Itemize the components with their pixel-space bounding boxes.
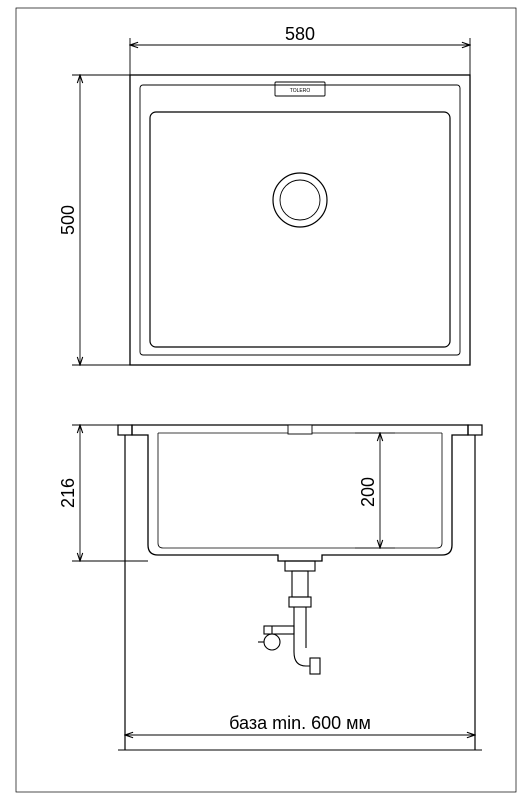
sink-bowl	[150, 112, 450, 347]
dim-bowl-depth: 200	[355, 433, 395, 548]
section-view: 216 200 база min. 600 мм	[58, 425, 482, 750]
sink-section-inner	[158, 433, 442, 548]
page-border	[16, 8, 516, 792]
siphon	[258, 561, 320, 674]
drain-inner	[280, 180, 320, 220]
dim-width-label: 580	[285, 24, 315, 44]
countertop-right	[468, 425, 482, 435]
brand-label: TOLERO	[290, 88, 311, 94]
dim-height-outer-label: 216	[58, 478, 78, 508]
sink-section-outer	[132, 425, 468, 561]
sink-technical-drawing: TOLERO 580 500	[0, 0, 532, 800]
dim-base: база min. 600 мм	[125, 713, 475, 735]
dim-height-outer: 216	[58, 425, 148, 561]
dim-width: 580	[130, 24, 470, 75]
dim-depth: 500	[58, 75, 130, 365]
dim-base-label: база min. 600 мм	[229, 713, 371, 733]
section-tap-gap	[288, 425, 312, 434]
dim-bowl-depth-label: 200	[358, 477, 378, 507]
top-view: TOLERO 580 500	[58, 24, 470, 365]
drain-outer	[273, 173, 327, 227]
countertop-left	[118, 425, 132, 435]
dim-depth-label: 500	[58, 205, 78, 235]
